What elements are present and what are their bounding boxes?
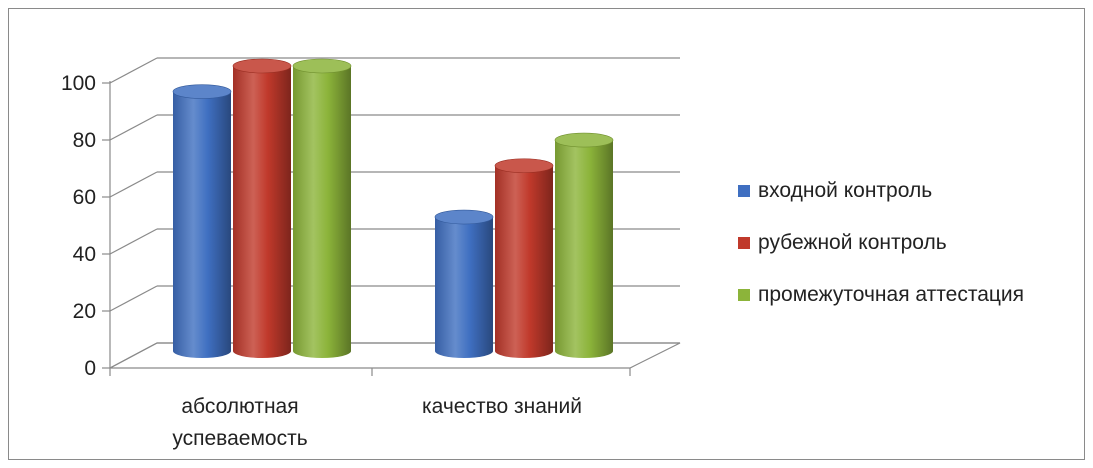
legend-label: рубежной контроль: [758, 231, 947, 254]
y-tick-label: 20: [73, 300, 96, 323]
bar: [435, 217, 493, 358]
bar: [555, 140, 613, 358]
bar: [495, 165, 553, 358]
y-tick-label: 60: [73, 186, 96, 209]
legend-item: рубежной контроль: [738, 230, 1024, 256]
legend: входной контроль рубежной контроль промежу…: [738, 178, 1024, 334]
bar-top: [494, 158, 554, 174]
bar: [233, 66, 291, 358]
bar-top: [554, 132, 614, 148]
legend-label: промежуточная аттестация: [758, 283, 1025, 306]
x-category-label: качество знаний: [422, 395, 582, 418]
bar-top: [292, 58, 352, 74]
gridline-side: [109, 342, 158, 369]
gridline-side: [109, 57, 158, 84]
bar: [293, 66, 351, 358]
legend-swatch: [738, 185, 750, 197]
bar-top: [172, 84, 232, 99]
legend-item: входной контроль: [738, 178, 1024, 204]
legend-swatch: [738, 289, 750, 301]
gridline-side: [109, 114, 158, 141]
legend-label: входной контроль: [758, 179, 933, 202]
y-tick-label: 80: [73, 129, 96, 152]
y-tick-label: 100: [61, 72, 96, 95]
gridline-side: [109, 171, 158, 198]
bar-top: [434, 209, 494, 225]
gridline-side: [109, 228, 158, 255]
bar: [173, 91, 231, 359]
y-tick-label: 0: [84, 357, 96, 380]
x-category-label: абсолютная: [181, 395, 298, 418]
bar-top: [232, 58, 292, 74]
y-tick-label: 40: [73, 243, 96, 266]
legend-item: промежуточная аттестация: [738, 282, 1024, 308]
x-category-label: успеваемость: [172, 427, 307, 450]
legend-swatch: [738, 237, 750, 249]
gridline-side: [109, 285, 158, 312]
